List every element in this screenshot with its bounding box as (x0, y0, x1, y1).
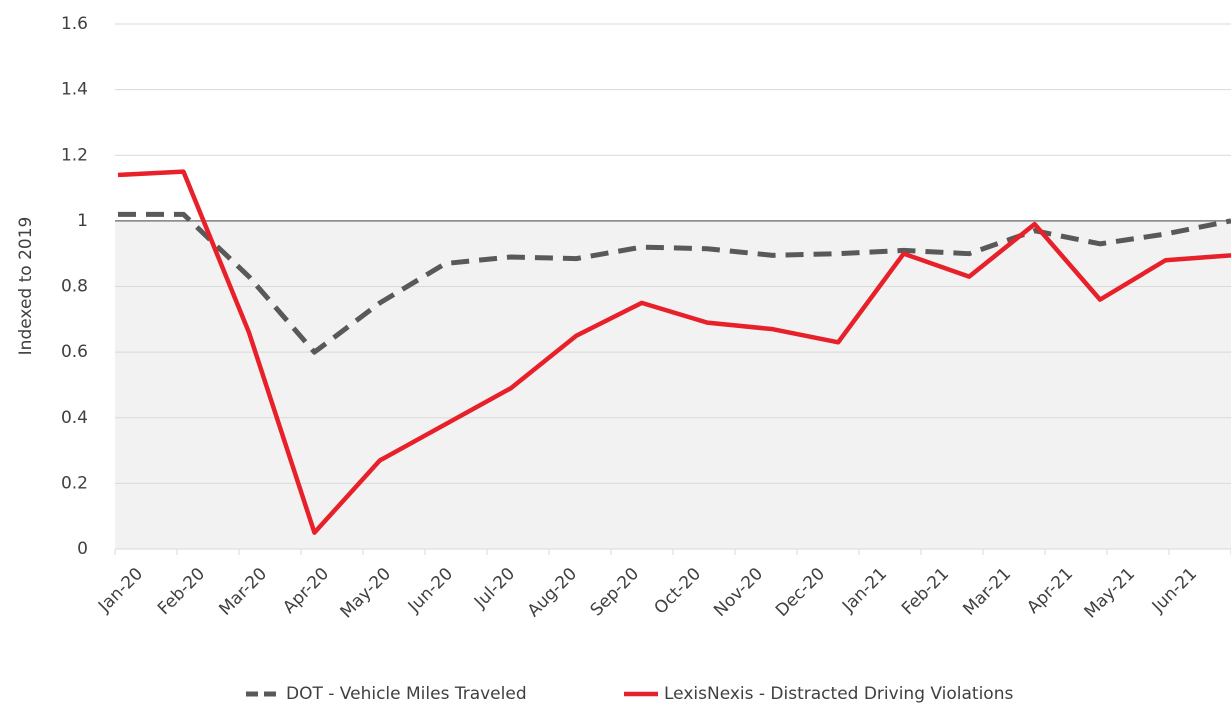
x-tick-label: Apr-21 (1023, 564, 1077, 618)
x-tick-label: Jun-20 (404, 564, 457, 617)
y-tick-label: 1.4 (61, 80, 88, 100)
x-tick-label: Sep-20 (587, 564, 643, 620)
y-tick-label: 0.8 (61, 277, 88, 297)
line-series (118, 211, 1231, 355)
y-tick-label: 0.6 (61, 342, 88, 362)
x-tick-label: Oct-20 (651, 564, 706, 619)
y-tick-label: 0.4 (61, 408, 88, 428)
x-tick-label: Apr-20 (279, 564, 333, 618)
x-tick-label: May-21 (1081, 564, 1139, 622)
line-series (117, 169, 1231, 535)
x-tick-label: Jul-20 (470, 564, 519, 613)
x-tick-label: Nov-20 (710, 564, 767, 621)
y-tick-label: 1 (77, 211, 88, 231)
y-tick-label: 1.6 (61, 14, 88, 34)
y-axis-title: Indexed to 2019 (16, 217, 36, 356)
x-tick-label: Mar-21 (959, 564, 1015, 620)
y-tick-label: 1.2 (61, 145, 88, 165)
x-tick-label: Mar-20 (215, 564, 271, 620)
x-tick-label: Dec-20 (772, 564, 829, 621)
y-tick-label: 0 (77, 539, 88, 559)
legend-label: LexisNexis - Distracted Driving Violatio… (664, 684, 1013, 704)
x-tick-label: Jun-21 (1148, 564, 1201, 617)
x-tick-label: Aug-20 (524, 564, 581, 621)
x-tick-label: May-20 (337, 564, 395, 622)
x-tick-label: Feb-21 (898, 564, 953, 619)
legend-label: DOT - Vehicle Miles Traveled (286, 684, 527, 704)
y-tick-label: 0.2 (61, 473, 88, 493)
x-tick-label: Feb-20 (154, 564, 209, 619)
x-tick-label: Jan-20 (94, 564, 147, 617)
x-tick-label: Jan-21 (838, 564, 891, 617)
baseline-shade (115, 220, 1231, 549)
